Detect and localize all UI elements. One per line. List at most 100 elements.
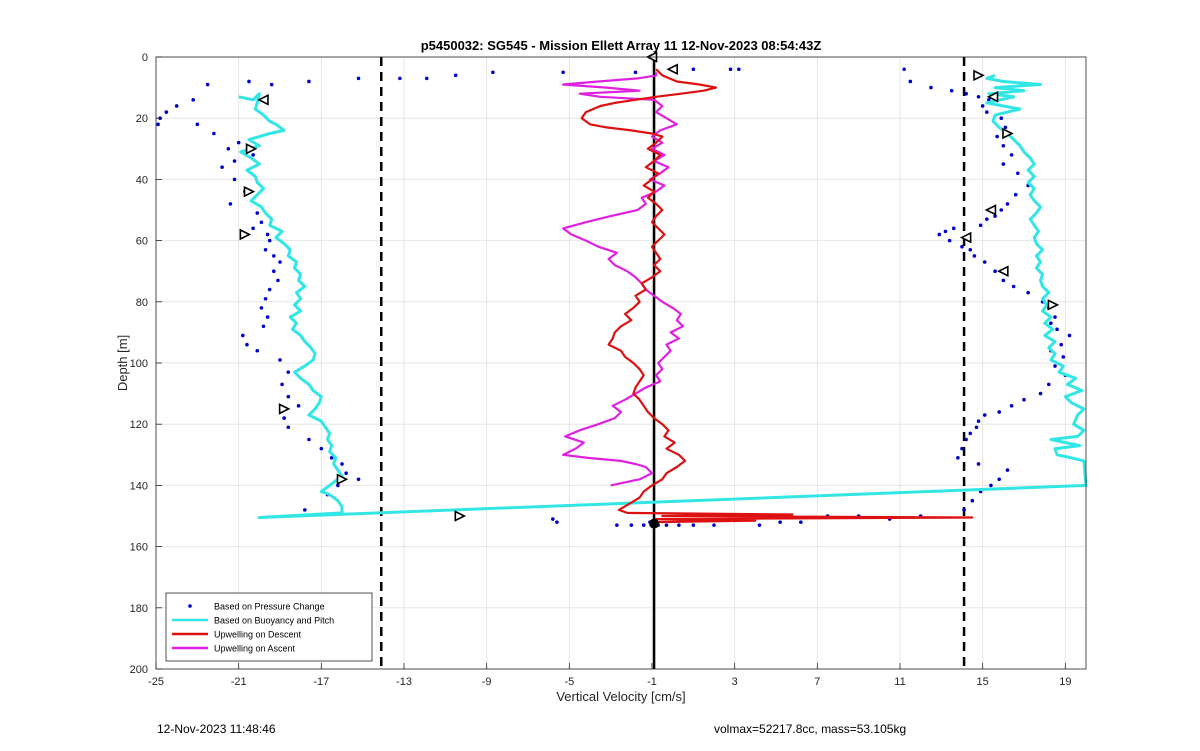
y-tick-label: 100 (130, 358, 148, 370)
y-tick-label: 0 (142, 52, 148, 64)
x-tick-label: -21 (231, 676, 247, 688)
triangle-marker (336, 473, 349, 486)
data-point (799, 520, 803, 524)
data-point (1026, 290, 1030, 295)
data-point (997, 477, 1001, 482)
data-point (261, 324, 266, 329)
data-point (174, 104, 179, 108)
data-point (1053, 315, 1057, 319)
data-point (329, 456, 334, 460)
data-point (307, 437, 311, 442)
data-point (340, 462, 344, 466)
data-point (356, 477, 361, 482)
footer-timestamp: 12-Nov-2023 11:48:46 (157, 722, 276, 736)
data-point (269, 82, 274, 87)
data-point (1038, 391, 1043, 396)
data-point (962, 508, 966, 512)
y-axis-label: Depth [m] (115, 335, 130, 391)
y-tick-label: 60 (136, 236, 148, 248)
data-point (1011, 284, 1016, 289)
data-point (956, 456, 960, 460)
data-point (245, 342, 249, 347)
y-tick-label: 80 (136, 297, 148, 309)
data-point (974, 425, 979, 430)
data-point (947, 238, 952, 243)
data-point (982, 413, 987, 417)
x-tick-label: -17 (313, 676, 329, 688)
data-point (937, 232, 942, 237)
data-point (982, 260, 987, 264)
triangle-marker (257, 94, 269, 106)
data-point (195, 122, 200, 127)
data-point (205, 82, 210, 87)
data-point (615, 523, 619, 527)
data-point (561, 70, 565, 75)
legend-label: Based on Buoyancy and Pitch (214, 616, 334, 626)
y-tick-label: 20 (136, 113, 148, 125)
data-point (551, 517, 555, 521)
legend-label: Based on Pressure Change (214, 602, 325, 612)
legend-items: Based on Pressure Change Based on Buoyanc… (172, 602, 334, 654)
data-point (985, 110, 989, 114)
data-point (398, 76, 402, 81)
data-point (263, 247, 268, 252)
data-point (1013, 192, 1018, 197)
data-point (232, 177, 237, 182)
reference-lines (380, 57, 966, 669)
data-point (951, 226, 956, 231)
data-point (976, 94, 981, 99)
data-point (191, 98, 195, 102)
data-point (664, 523, 669, 527)
data-point (1049, 321, 1053, 326)
data-point (212, 131, 216, 136)
data-point (908, 79, 913, 84)
triangle-marker (239, 228, 252, 241)
triangle-marker (984, 204, 997, 216)
data-point (259, 306, 264, 310)
data-point (964, 91, 968, 96)
x-tick-label: 15 (977, 676, 989, 688)
data-point (265, 232, 270, 237)
y-tick-label: 40 (136, 174, 148, 186)
data-point (995, 134, 999, 139)
data-point (319, 446, 324, 451)
data-point (980, 104, 985, 108)
x-axis-label: Vertical Velocity [cm/s] (556, 689, 685, 704)
y-tick-label: 160 (130, 542, 148, 554)
y-tick-label: 140 (130, 480, 148, 492)
data-point (1059, 342, 1063, 347)
triangle-marker (243, 185, 256, 198)
series-line (580, 68, 974, 524)
data-point (344, 471, 348, 475)
x-tick-label: -13 (396, 676, 412, 688)
data-point (1001, 162, 1006, 166)
x-tick-label: 11 (894, 676, 905, 688)
legend-label: Upwelling on Ascent (214, 644, 296, 654)
y-tick-label: 180 (130, 603, 148, 615)
data-point (929, 85, 933, 90)
data-point (220, 165, 224, 169)
data-point (978, 223, 983, 228)
triangle-marker (997, 265, 1009, 277)
chart-title: p5450032: SG545 - Mission Ellett Array 1… (421, 38, 822, 53)
data-point (1061, 355, 1066, 359)
triangle-marker (959, 231, 972, 244)
data-point (976, 462, 981, 466)
data-point (728, 67, 733, 72)
data-point (356, 76, 361, 81)
data-point (1016, 171, 1020, 176)
data-point (677, 523, 681, 527)
end-dot (649, 518, 660, 529)
data-point (278, 260, 282, 264)
x-tick-label: -1 (647, 676, 657, 688)
data-point (236, 140, 241, 145)
data-point (226, 147, 231, 151)
data-point (1053, 364, 1057, 368)
triangle-marker (666, 63, 678, 76)
data-point (970, 498, 975, 503)
data-point (247, 79, 251, 84)
data-point (307, 79, 311, 84)
data-point (555, 520, 559, 524)
data-point (691, 67, 696, 72)
data-point (164, 110, 169, 114)
